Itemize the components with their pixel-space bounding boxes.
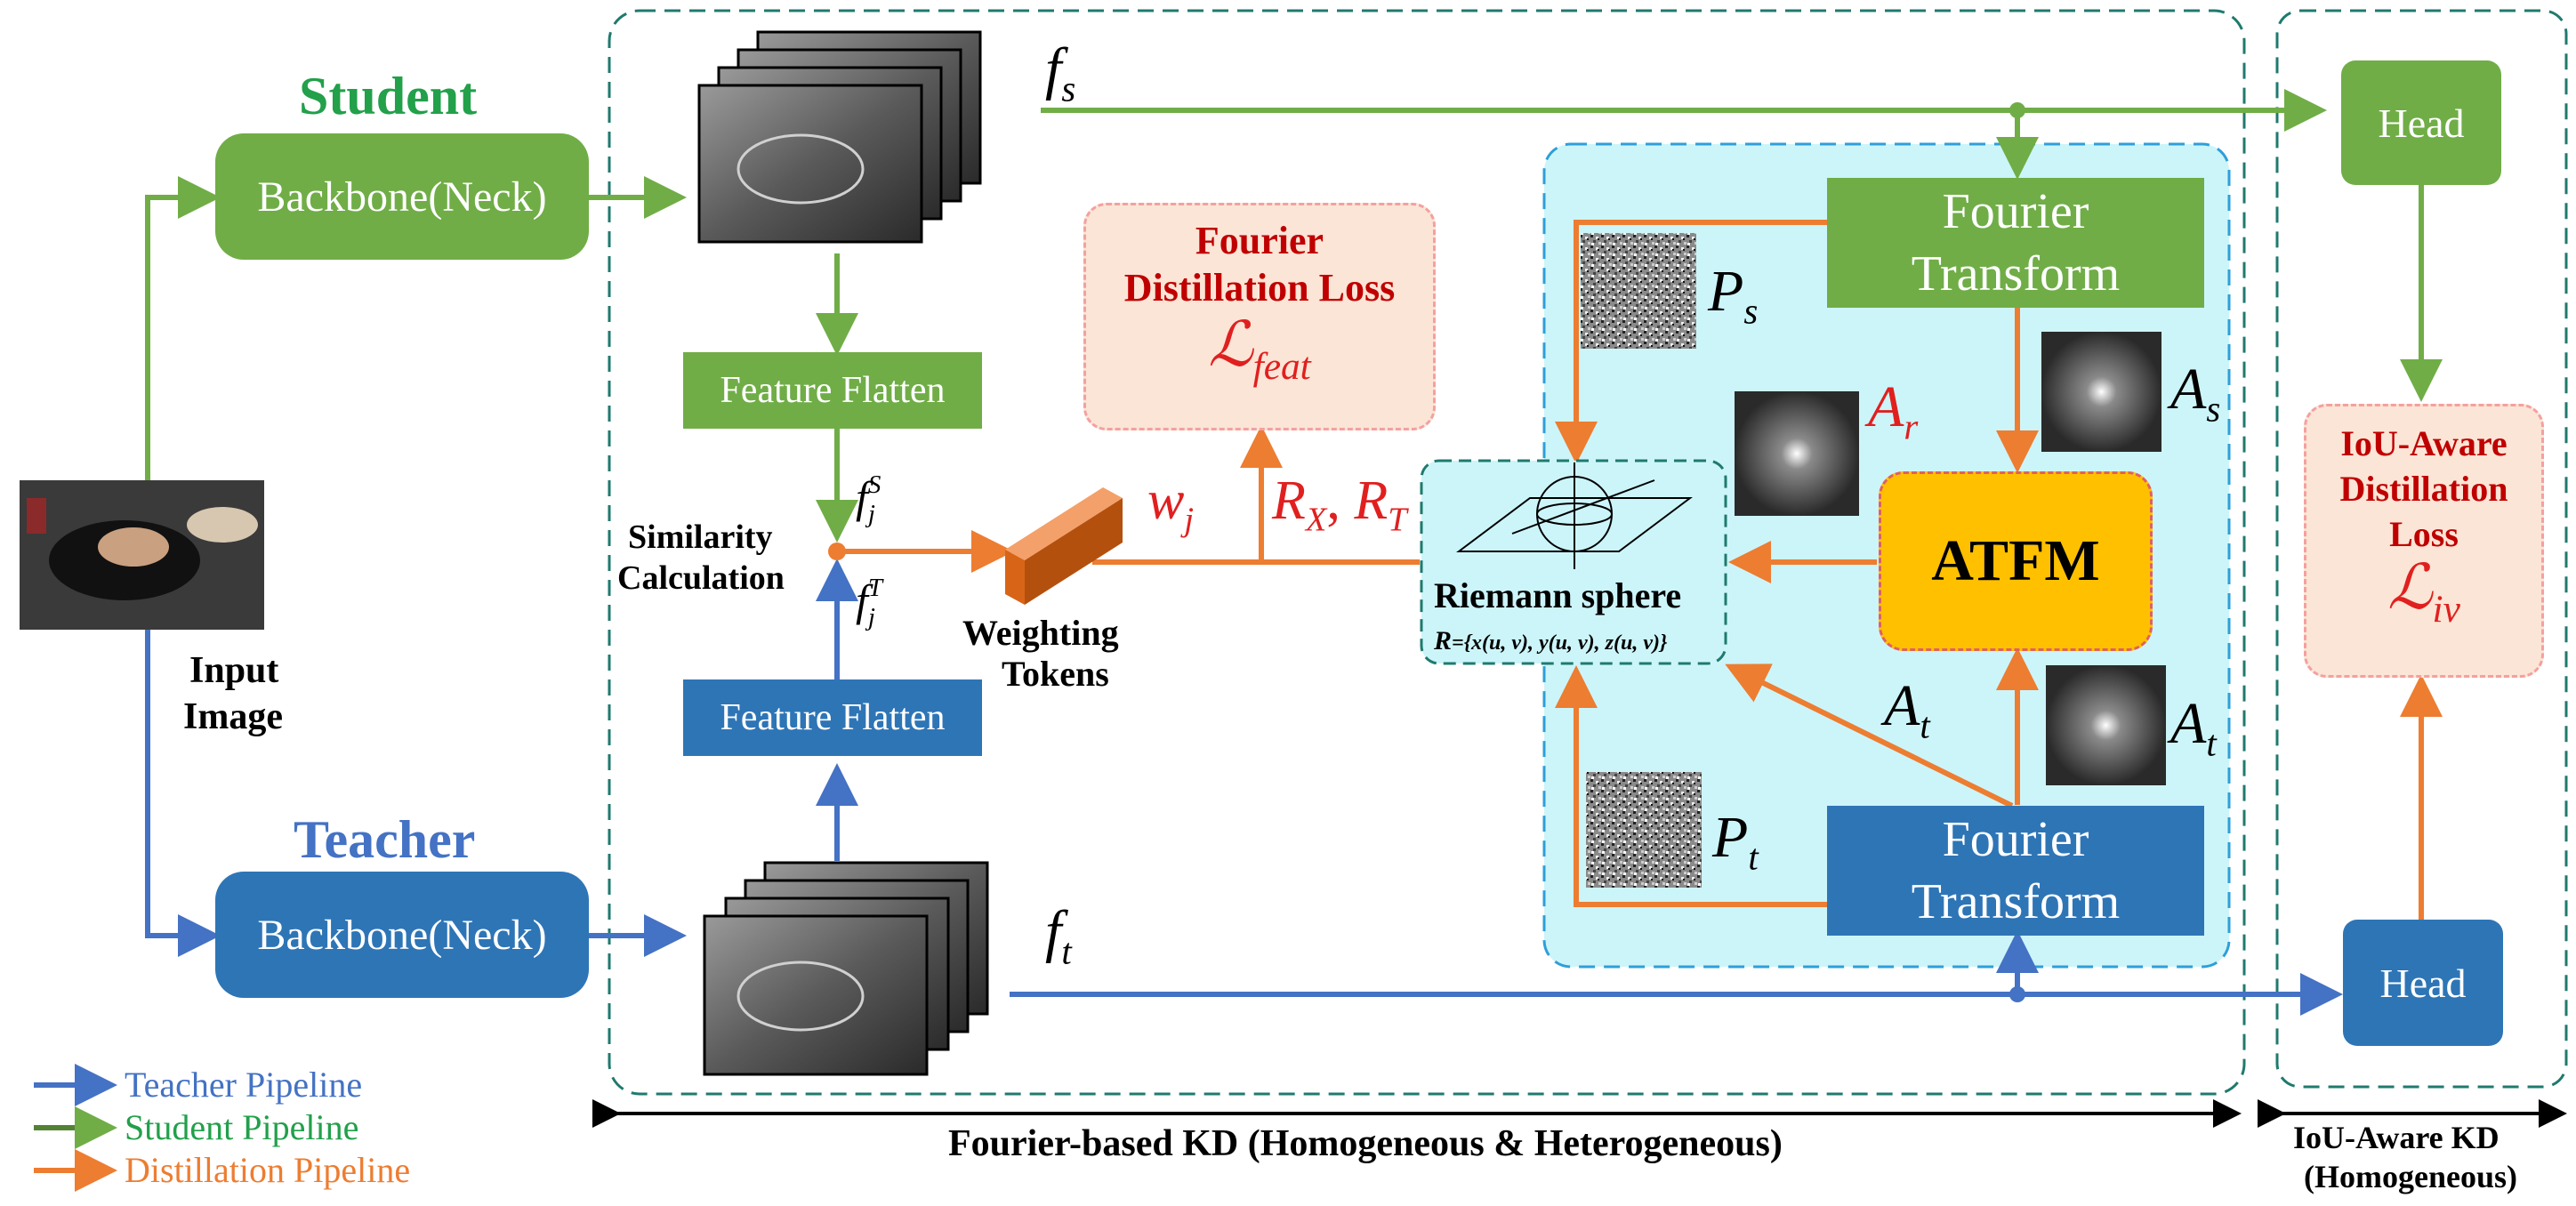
atfm-module: ATFM [1879, 471, 2153, 651]
at-label-left: At [1884, 673, 1930, 746]
fourier-loss-line2: Distillation Loss [1123, 266, 1396, 310]
student-title: Student [299, 67, 478, 125]
fourier-loss-symbol: ℒfeat [1208, 311, 1311, 389]
as-label: As [2170, 357, 2221, 430]
student-feature-flatten: Feature Flatten [683, 352, 982, 429]
riemann-sphere-title: Riemann sphere [1434, 575, 1682, 615]
pt-phase-image [1586, 772, 1702, 888]
fourier-transform-teacher: Fourier Transform [1827, 806, 2204, 936]
riemann-sphere-sketch [1456, 462, 1693, 569]
iou-kd-label-2: (Homogeneous) [2304, 1159, 2517, 1194]
iou-loss-line3: Loss [2389, 514, 2459, 554]
teacher-title: Teacher [294, 810, 476, 869]
iou-loss-symbol: ℒiv [2387, 554, 2460, 631]
teacher-feature-flatten: Feature Flatten [683, 679, 982, 756]
teacher-feature-maps [703, 861, 989, 1076]
fourier-transform-student: Fourier Transform [1827, 178, 2204, 308]
weighting-label-1: Weighting [962, 613, 1119, 653]
iou-loss-line1: IoU-Aware [2340, 423, 2508, 463]
similarity-label-2: Calculation [617, 559, 785, 597]
iou-distillation-loss-box: IoU-Aware Distillation Loss ℒiv [2304, 404, 2544, 678]
teacher-feature-label: ft [1045, 899, 1072, 972]
iou-kd-label-1: IoU-Aware KD [2293, 1120, 2500, 1155]
pt-label: Pt [1712, 805, 1759, 878]
student-head: Head [2341, 60, 2501, 185]
arrow-ps-to-sphere [1555, 220, 1832, 464]
legend-teacher: Teacher Pipeline [125, 1065, 363, 1105]
ps-label: Ps [1708, 259, 1759, 332]
ps-phase-image [1581, 233, 1696, 349]
at-label-right: At [2170, 691, 2217, 764]
as-amplitude-image [2041, 332, 2161, 452]
student-backbone: Backbone(Neck) [215, 133, 589, 260]
riemann-formula: R={x(u, v), y(u, v), z(u, v)} [1434, 626, 1668, 655]
input-label-2: Image [183, 696, 283, 737]
teacher-backbone: Backbone(Neck) [215, 872, 589, 998]
similarity-node [828, 543, 846, 560]
at-amplitude-image [2046, 665, 2166, 785]
fourier-kd-frame [608, 9, 2246, 1096]
iou-loss-line2: Distillation [2339, 469, 2508, 509]
similarity-label-1: Similarity [628, 519, 773, 556]
arrow-input-to-teacher [145, 630, 221, 957]
ar-label: Ar [1868, 374, 1919, 447]
arrow-pt-to-sphere [1555, 665, 1832, 907]
weighting-token-block [1005, 487, 1123, 605]
legend-student: Student Pipeline [125, 1107, 359, 1147]
arrow-at-to-sphere [1725, 663, 2014, 808]
arrow-input-to-student [145, 176, 221, 480]
fourier-kd-label: Fourier-based KD (Homogeneous & Heteroge… [948, 1123, 1783, 1164]
weighting-label-2: Tokens [1002, 654, 1109, 694]
fourier-distillation-loss-box: Fourier Distillation Loss ℒfeat [1083, 203, 1436, 430]
ar-amplitude-image [1735, 391, 1859, 516]
wj-label: wj [1147, 470, 1195, 539]
input-label-1: Input [189, 650, 279, 691]
legend-distill: Distillation Pipeline [125, 1150, 411, 1190]
student-feature-maps [697, 30, 982, 244]
fourier-loss-line1: Fourier [1195, 219, 1324, 262]
student-feature-label: fs [1045, 36, 1076, 109]
teacher-head: Head [2343, 920, 2503, 1046]
rx-rt-label: RX, RT [1272, 470, 1407, 539]
